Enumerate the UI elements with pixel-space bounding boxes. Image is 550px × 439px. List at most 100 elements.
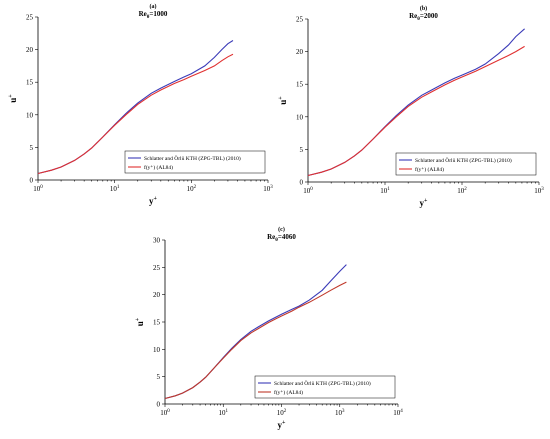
y-tick-label: 20 bbox=[153, 291, 161, 299]
x-tick-base: 10 bbox=[33, 185, 41, 193]
legend-box bbox=[124, 150, 266, 174]
series-line-al84 bbox=[37, 53, 234, 175]
chart-title-sub: θ bbox=[417, 17, 420, 22]
chart-title-rest: =4060 bbox=[278, 233, 296, 241]
x-tick-exponent: 0 bbox=[167, 409, 170, 414]
chart-title-main: Re bbox=[139, 10, 147, 18]
x-tick-exponent: 1 bbox=[387, 187, 390, 192]
y-tick-label: 15 bbox=[296, 81, 304, 89]
chart-title: Reθ=2000 bbox=[409, 12, 438, 22]
x-tick-label: 102 bbox=[277, 409, 287, 417]
x-tick-base: 10 bbox=[303, 187, 311, 195]
chart-title-sub: θ bbox=[275, 238, 278, 243]
x-axis-title: y+ bbox=[149, 196, 158, 206]
x-tick-exponent: 0 bbox=[40, 185, 43, 190]
chart-title-sub: θ bbox=[147, 15, 150, 20]
y-tick-label: 20 bbox=[296, 48, 304, 56]
x-tick-label: 100 bbox=[33, 185, 43, 193]
x-tick-label: 101 bbox=[110, 185, 120, 193]
y-tick-label: 5 bbox=[30, 144, 34, 152]
x-tick-base: 10 bbox=[457, 187, 465, 195]
x-axis-title: y+ bbox=[420, 198, 429, 208]
y-axis-title: u+ bbox=[135, 317, 145, 326]
legend: Schlatter and Örlü KTH (ZPG-TBL) (2010) f… bbox=[124, 150, 266, 174]
x-tick-label: 102 bbox=[457, 187, 467, 195]
y-tick-label: 25 bbox=[26, 14, 34, 22]
y-axis-title-sup: + bbox=[278, 96, 284, 100]
x-tick-base: 10 bbox=[160, 409, 168, 417]
chart-title-rest: =2000 bbox=[420, 12, 438, 20]
y-tick-label: 10 bbox=[296, 113, 304, 121]
x-tick-label: 103 bbox=[263, 185, 273, 193]
y-tick-label: 15 bbox=[26, 79, 34, 87]
y-tick-label: 5 bbox=[157, 373, 161, 381]
y-tick-label: 5 bbox=[300, 146, 304, 154]
x-tick-exponent: 2 bbox=[284, 409, 287, 414]
x-tick-base: 10 bbox=[335, 409, 343, 417]
x-tick-label: 100 bbox=[160, 409, 170, 417]
y-tick-label: 15 bbox=[153, 319, 161, 327]
panel-label: (a) bbox=[150, 3, 157, 10]
x-tick-base: 10 bbox=[380, 187, 388, 195]
legend-entry: f(y⁺) (AL84) bbox=[415, 166, 444, 173]
y-axis-title-main: u bbox=[8, 98, 18, 103]
y-tick-label: 10 bbox=[26, 111, 34, 119]
x-axis-title-main: y bbox=[278, 420, 283, 430]
panel-label: (b) bbox=[420, 5, 427, 12]
x-tick-exponent: 3 bbox=[541, 187, 544, 192]
legend-box bbox=[254, 375, 396, 399]
y-tick-label: 0 bbox=[300, 179, 304, 187]
x-tick-label: 102 bbox=[187, 185, 197, 193]
x-tick-label: 100 bbox=[303, 187, 313, 195]
chart-title-main: Re bbox=[409, 12, 417, 20]
chart-title-main: Re bbox=[267, 233, 275, 241]
x-axis-title-main: y bbox=[149, 196, 154, 206]
y-axis-title: u+ bbox=[278, 96, 288, 105]
y-tick-label: 30 bbox=[153, 237, 161, 245]
y-axis-title-main: u bbox=[135, 321, 145, 326]
legend-entry: f(y⁺) (AL84) bbox=[144, 164, 173, 171]
x-tick-exponent: 3 bbox=[270, 185, 273, 190]
x-tick-exponent: 3 bbox=[342, 409, 345, 414]
legend-box bbox=[395, 152, 537, 176]
legend-entry: Schlatter and Örlü KTH (ZPG-TBL) (2010) bbox=[274, 380, 371, 387]
y-axis-title: u+ bbox=[8, 94, 18, 103]
legend: Schlatter and Örlü KTH (ZPG-TBL) (2010) f… bbox=[254, 375, 396, 399]
legend-entry: Schlatter and Örlü KTH (ZPG-TBL) (2010) bbox=[415, 157, 512, 164]
x-tick-exponent: 4 bbox=[400, 409, 403, 414]
y-tick-label: 0 bbox=[157, 401, 161, 409]
x-tick-label: 101 bbox=[219, 409, 229, 417]
series-line-al84 bbox=[164, 281, 347, 400]
x-tick-exponent: 1 bbox=[117, 185, 120, 190]
x-tick-exponent: 2 bbox=[194, 185, 197, 190]
y-tick-label: 25 bbox=[296, 16, 304, 24]
legend-entry: Schlatter and Örlü KTH (ZPG-TBL) (2010) bbox=[144, 155, 241, 162]
chart-title-rest: =1000 bbox=[149, 10, 167, 18]
x-tick-base: 10 bbox=[393, 409, 401, 417]
legend-entry: f(y⁺) (AL84) bbox=[274, 389, 303, 396]
y-axis-title-main: u bbox=[278, 100, 288, 105]
x-tick-label: 103 bbox=[534, 187, 544, 195]
x-tick-label: 104 bbox=[393, 409, 403, 417]
y-tick-label: 10 bbox=[153, 346, 161, 354]
x-tick-base: 10 bbox=[277, 409, 285, 417]
x-tick-base: 10 bbox=[263, 185, 271, 193]
x-axis-title-sup: + bbox=[282, 420, 286, 426]
x-tick-base: 10 bbox=[187, 185, 195, 193]
x-tick-label: 101 bbox=[380, 187, 390, 195]
x-tick-label: 103 bbox=[335, 409, 345, 417]
x-axis-title-sup: + bbox=[424, 198, 428, 204]
x-tick-base: 10 bbox=[534, 187, 542, 195]
series-line-al84 bbox=[307, 45, 525, 177]
x-tick-base: 10 bbox=[219, 409, 227, 417]
x-tick-exponent: 1 bbox=[226, 409, 229, 414]
x-tick-exponent: 0 bbox=[310, 187, 313, 192]
y-tick-label: 20 bbox=[26, 46, 34, 54]
y-axis-title-sup: + bbox=[135, 317, 141, 321]
x-tick-base: 10 bbox=[110, 185, 118, 193]
y-axis-title-sup: + bbox=[8, 94, 14, 98]
